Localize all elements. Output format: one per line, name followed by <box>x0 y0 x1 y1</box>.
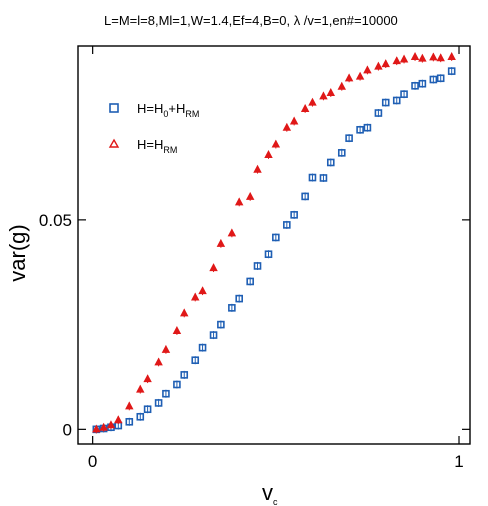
data-point-triangle <box>271 139 281 148</box>
data-point-triangle <box>355 71 365 80</box>
x-tick-label: 0 <box>88 452 97 471</box>
data-point-square <box>363 123 372 132</box>
legend-marker-square <box>109 103 119 113</box>
data-point-triangle <box>447 52 456 60</box>
data-point-square <box>253 262 262 270</box>
y-tick-label: 0 <box>63 420 72 439</box>
data-point-square <box>429 75 438 84</box>
data-point-square <box>411 82 419 90</box>
data-point-square <box>337 149 346 157</box>
data-point-triangle <box>106 420 116 429</box>
data-point-triangle <box>227 228 237 237</box>
data-point-square <box>264 250 273 259</box>
data-point-square <box>400 90 408 98</box>
data-point-square <box>436 74 445 83</box>
data-point-square <box>308 173 317 182</box>
data-point-triangle <box>99 422 108 431</box>
y-tick-label: 0.05 <box>39 211 72 230</box>
data-point-triangle <box>337 81 347 90</box>
legend-label-series-0: H=H0+HRM <box>137 101 199 119</box>
data-point-square <box>125 417 134 426</box>
data-point-triangle <box>363 65 372 74</box>
data-point-triangle <box>300 103 310 112</box>
legend-label-series-1: H=HRM <box>137 137 177 155</box>
data-point-triangle <box>198 286 207 295</box>
data-point-square <box>173 380 181 389</box>
series-1 <box>92 52 456 434</box>
data-point-triangle <box>436 53 445 62</box>
chart-title: L=M=l=8,Ml=1,W=1.4,Ef=4,B=0, λ /v=1,en#=… <box>104 13 398 28</box>
data-point-square <box>290 211 298 219</box>
data-point-triangle <box>209 263 218 272</box>
data-point-triangle <box>92 424 101 433</box>
data-point-triangle <box>154 357 163 366</box>
data-point-square <box>154 399 163 407</box>
data-point-triangle <box>136 384 145 393</box>
x-axis-label-sub: c <box>273 497 278 506</box>
data-point-square <box>272 233 280 242</box>
data-point-triangle <box>308 97 317 106</box>
data-point-triangle <box>180 308 189 317</box>
data-point-triangle <box>234 197 244 206</box>
data-point-triangle <box>319 91 328 100</box>
data-point-triangle <box>191 292 200 301</box>
data-point-triangle <box>289 116 299 125</box>
data-point-square <box>217 320 225 329</box>
data-point-triangle <box>282 122 292 131</box>
data-point-triangle <box>114 415 123 424</box>
data-point-square <box>246 277 254 286</box>
data-point-square <box>381 98 390 107</box>
data-point-square <box>180 371 189 379</box>
data-point-triangle <box>172 326 182 334</box>
data-point-triangle <box>381 59 390 68</box>
data-point-square <box>162 389 170 398</box>
legend: H=H0+HRM H=HRM <box>108 101 199 155</box>
data-point-square <box>209 331 218 339</box>
x-axis-label-main: v <box>262 480 273 505</box>
x-tick-label: 1 <box>454 452 463 471</box>
data-point-square <box>198 343 207 352</box>
data-point-triangle <box>161 344 171 353</box>
plot-frame <box>77 45 471 445</box>
data-point-triangle <box>374 61 383 70</box>
data-point-square <box>356 125 364 134</box>
data-point-square <box>301 192 309 201</box>
data-point-triangle <box>264 150 273 159</box>
data-point-triangle <box>143 374 152 383</box>
data-point-square <box>136 412 145 421</box>
data-point-triangle <box>344 73 354 82</box>
data-point-triangle <box>410 52 420 60</box>
data-point-square <box>319 174 328 182</box>
y-axis-label: var(g) <box>5 224 30 281</box>
data-point-square <box>447 67 456 75</box>
data-point-square <box>326 158 335 167</box>
data-point-square <box>392 96 401 105</box>
data-point-square <box>418 79 427 88</box>
data-point-square <box>374 109 383 117</box>
data-point-triangle <box>399 54 409 63</box>
data-point-square <box>191 356 200 365</box>
data-point-triangle <box>429 52 438 61</box>
data-point-triangle <box>392 56 401 65</box>
data-point-square <box>228 304 236 312</box>
x-axis-label: vc <box>262 480 278 506</box>
data-point-triangle <box>125 401 134 410</box>
data-point-triangle <box>326 88 336 97</box>
data-point-triangle <box>216 238 226 247</box>
data-point-square <box>143 405 152 414</box>
data-point-triangle <box>418 53 427 62</box>
data-point-square <box>235 294 243 303</box>
data-point-triangle <box>253 164 262 173</box>
legend-marker-triangle <box>108 138 120 148</box>
data-point-square <box>345 134 353 142</box>
data-point-triangle <box>245 191 255 200</box>
data-point-square <box>283 221 291 229</box>
